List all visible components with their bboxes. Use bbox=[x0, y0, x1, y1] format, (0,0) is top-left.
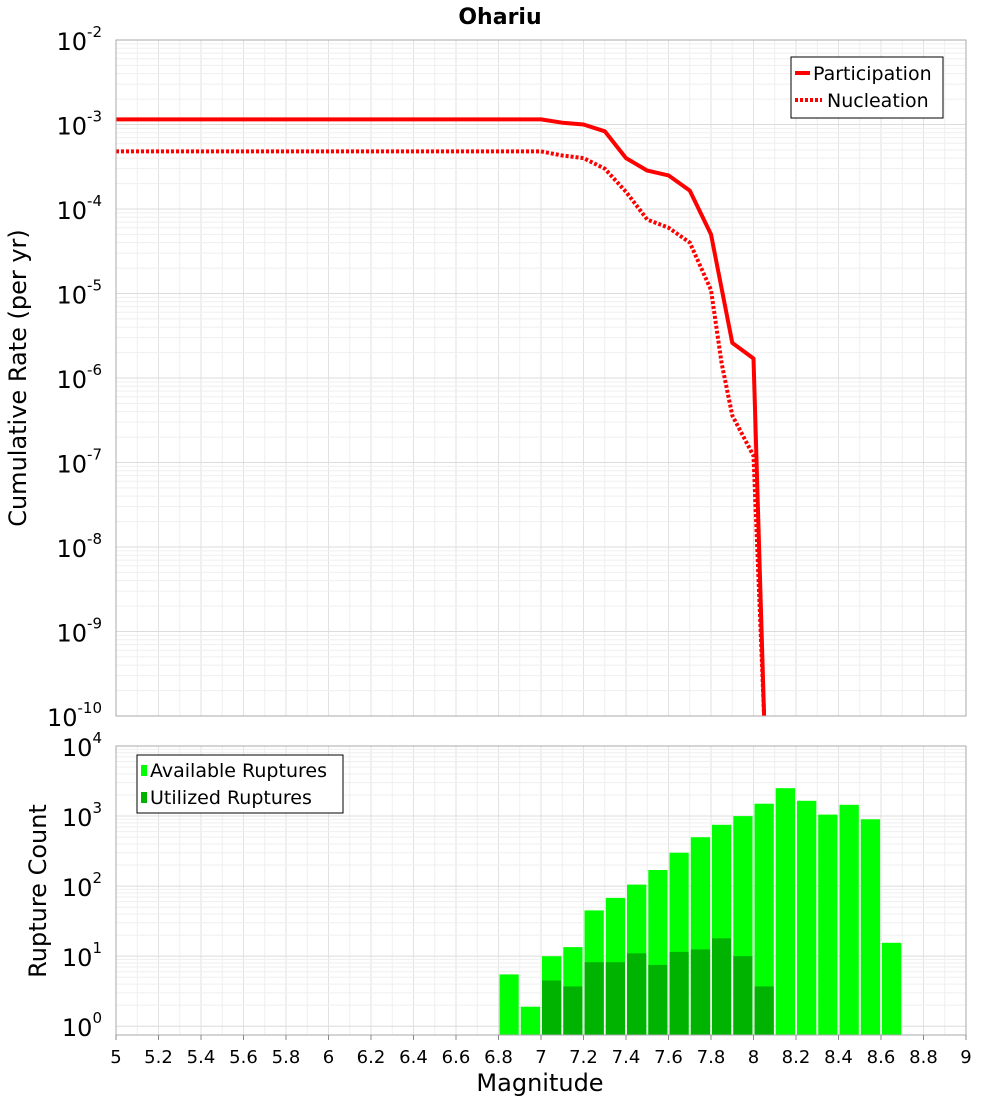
utilized-ruptures-bar bbox=[563, 986, 583, 1035]
rate-plot-y-axis-label: Cumulative Rate (per yr) bbox=[4, 229, 32, 527]
y-tick-label: 10-8 bbox=[56, 530, 102, 563]
y-tick-label: 100 bbox=[62, 1009, 102, 1042]
utilized-ruptures-bar bbox=[712, 938, 732, 1035]
series-participation-line bbox=[116, 117, 767, 717]
available-ruptures-bar bbox=[882, 942, 902, 1035]
x-tick-label: 5.8 bbox=[272, 1047, 301, 1068]
rate-plot-frame bbox=[115, 39, 967, 717]
available-ruptures-bar bbox=[818, 814, 838, 1035]
x-axis-label: Magnitude bbox=[476, 1069, 603, 1097]
rupture-plot-bars bbox=[499, 788, 902, 1035]
y-tick-label: 10-4 bbox=[56, 192, 102, 225]
y-tick-label: 10-6 bbox=[56, 361, 102, 394]
rate-plot-legend-box bbox=[790, 56, 944, 119]
x-tick-label: 5.6 bbox=[229, 1047, 258, 1068]
utilized-ruptures-bar bbox=[690, 949, 711, 1035]
x-tick-label: 8.6 bbox=[867, 1047, 896, 1068]
y-tick-label: 10-2 bbox=[56, 23, 102, 56]
y-tick-label: 10-3 bbox=[56, 108, 102, 141]
available-ruptures-bar bbox=[499, 974, 519, 1035]
legend-utilized-swatch bbox=[141, 792, 147, 803]
y-tick-label: 10-5 bbox=[56, 277, 102, 310]
x-tick-label: 6.2 bbox=[357, 1047, 386, 1068]
utilized-ruptures-bar bbox=[733, 956, 753, 1035]
x-tick-label: 8.8 bbox=[909, 1047, 938, 1068]
x-tick-label: 7.2 bbox=[569, 1047, 598, 1068]
rate-plot: 10-2 10-3 10-4 10-5 10-6 10-7 10-8 10-9 10-10 Cu… bbox=[4, 23, 967, 732]
rate-plot-series bbox=[116, 117, 767, 717]
available-ruptures-bar bbox=[775, 788, 795, 1035]
rate-plot-y-ticks: 10-2 10-3 10-4 10-5 10-6 10-7 10-8 10-9 10-10 bbox=[47, 23, 102, 732]
available-ruptures-bar bbox=[754, 803, 774, 1035]
chart-title: Ohariu bbox=[458, 5, 541, 30]
y-tick-label: 103 bbox=[62, 799, 102, 832]
y-tick-label: 104 bbox=[62, 729, 102, 762]
series-nucleation-line bbox=[116, 149, 767, 717]
y-tick-label: 10-9 bbox=[56, 615, 102, 648]
rate-plot-legend: Participation Nucleation bbox=[790, 56, 944, 119]
x-tick-label: 5.2 bbox=[144, 1047, 173, 1068]
x-tick-label: 5 bbox=[110, 1047, 121, 1068]
x-tick-label: 8 bbox=[748, 1047, 759, 1068]
legend-available-label: Available Ruptures bbox=[150, 760, 327, 782]
y-tick-label: 10-7 bbox=[56, 446, 102, 479]
rupture-plot-legend-box bbox=[136, 754, 344, 814]
legend-participation-label: Participation bbox=[813, 63, 932, 85]
utilized-ruptures-bar bbox=[669, 951, 689, 1035]
legend-utilized-label: Utilized Ruptures bbox=[150, 787, 312, 809]
x-tick-label: 5.4 bbox=[187, 1047, 216, 1068]
x-tick-label: 8.4 bbox=[824, 1047, 853, 1068]
x-tick-label: 7.6 bbox=[654, 1047, 683, 1068]
available-ruptures-bar bbox=[860, 819, 881, 1035]
y-tick-label: 102 bbox=[62, 869, 102, 902]
x-tick-label: 8.2 bbox=[782, 1047, 811, 1068]
x-tick-label: 6.4 bbox=[399, 1047, 428, 1068]
utilized-ruptures-bar bbox=[542, 980, 562, 1035]
rupture-plot-y-ticks: 104 103 102 101 100 bbox=[62, 729, 102, 1042]
utilized-ruptures-bar bbox=[584, 962, 604, 1035]
rupture-count-plot: 104 103 102 101 100 5 5.2 5.4 5.6 5.8 6 6.2 6.4 6.6 6… bbox=[24, 729, 972, 1097]
x-tick-label: 7 bbox=[535, 1047, 546, 1068]
utilized-ruptures-bar bbox=[648, 964, 668, 1035]
x-tick-label: 7.4 bbox=[612, 1047, 641, 1068]
x-tick-label: 7.8 bbox=[697, 1047, 726, 1068]
available-ruptures-bar bbox=[797, 800, 817, 1035]
rate-plot-grid bbox=[115, 40, 967, 717]
legend-available-swatch bbox=[141, 765, 147, 776]
x-tick-label: 6 bbox=[323, 1047, 334, 1068]
legend-nucleation-label: Nucleation bbox=[827, 90, 929, 112]
available-ruptures-bar bbox=[520, 1006, 541, 1035]
rupture-plot-x-ticks: 5 5.2 5.4 5.6 5.8 6 6.2 6.4 6.6 6.8 7 7.2 7.4 7.6 7.8 8… bbox=[110, 1035, 972, 1068]
available-ruptures-bar bbox=[839, 804, 859, 1035]
y-tick-label: 101 bbox=[62, 939, 102, 972]
utilized-ruptures-bar bbox=[754, 986, 774, 1035]
utilized-ruptures-bar bbox=[605, 962, 625, 1035]
x-tick-label: 6.6 bbox=[442, 1047, 471, 1068]
rupture-plot-y-axis-label: Rupture Count bbox=[24, 804, 52, 978]
rupture-plot-legend: Available Ruptures Utilized Ruptures bbox=[136, 754, 344, 814]
utilized-ruptures-bar bbox=[627, 953, 647, 1035]
x-tick-label: 9 bbox=[960, 1047, 971, 1068]
x-tick-label: 6.8 bbox=[484, 1047, 513, 1068]
y-tick-label: 10-10 bbox=[47, 699, 102, 732]
